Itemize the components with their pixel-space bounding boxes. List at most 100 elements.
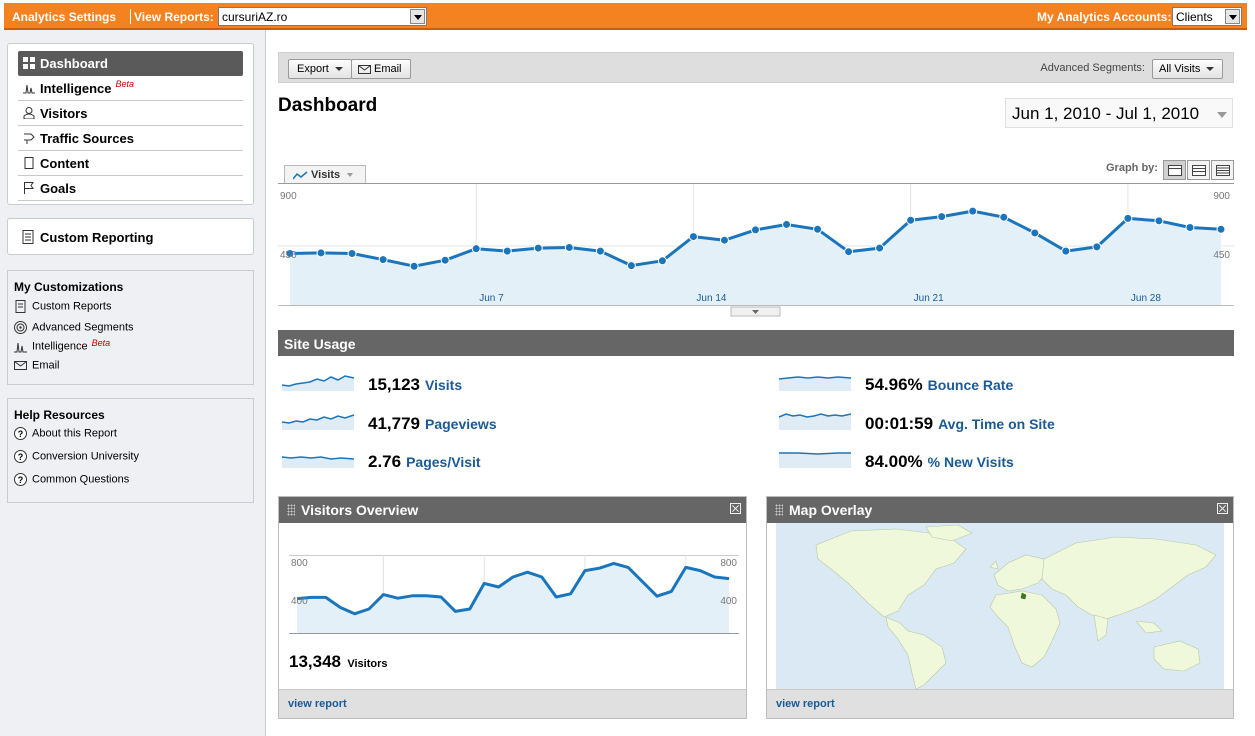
y-tick-label: 450 — [280, 250, 297, 261]
svg-text:?: ? — [18, 475, 24, 485]
visits-link[interactable]: Visits — [425, 377, 463, 393]
data-point[interactable] — [533, 243, 543, 253]
data-point[interactable] — [1061, 246, 1071, 256]
traffic-sources-icon — [24, 133, 35, 144]
data-point[interactable] — [844, 247, 854, 257]
pages-visit-link[interactable]: Pages/Visit — [406, 454, 481, 470]
custom-reporting-label: Custom Reporting — [40, 230, 154, 245]
intelligence-link[interactable]: Intelligence Beta — [14, 338, 110, 353]
week-view-icon — [1192, 165, 1206, 176]
date-range-picker[interactable]: Jun 1, 2010 - Jul 1, 2010 — [1005, 98, 1233, 128]
map-overlay-header[interactable]: Map Overlay — [767, 497, 1233, 523]
chevron-down-icon — [1206, 67, 1215, 72]
data-point[interactable] — [1123, 213, 1133, 223]
data-point[interactable] — [937, 212, 947, 222]
data-point[interactable] — [719, 235, 729, 245]
data-point[interactable] — [347, 249, 357, 259]
nav-item-label: Content — [40, 156, 90, 171]
map-overlay-footer: view report — [767, 689, 1233, 718]
pageviews-link[interactable]: Pageviews — [425, 416, 497, 432]
avg-time-link[interactable]: Avg. Time on Site — [938, 416, 1055, 432]
advanced-segments-link[interactable]: Advanced Segments — [14, 321, 134, 334]
site-select[interactable]: cursuriAZ.ro — [218, 7, 427, 26]
highlighted-country[interactable] — [1020, 592, 1027, 600]
data-point[interactable] — [316, 248, 326, 258]
analytics-settings-link[interactable]: Analytics Settings — [12, 10, 117, 24]
metric-pages-per-visit: 2.76 Pages/Visit — [368, 452, 481, 472]
data-point[interactable] — [440, 255, 450, 265]
close-icon[interactable] — [730, 503, 741, 514]
graph-by-month-button[interactable] — [1211, 160, 1234, 180]
top-bar-strip: Analytics Settings View Reports: cursuri… — [4, 3, 1247, 30]
metric-tab-visits[interactable]: Visits — [284, 165, 366, 184]
new-visits-link[interactable]: % New Visits — [927, 454, 1014, 470]
data-point[interactable] — [968, 206, 978, 216]
world-map[interactable] — [776, 523, 1224, 690]
metric-value: 84.00% — [865, 452, 923, 471]
metric-value: 00:01:59 — [865, 414, 934, 433]
data-point[interactable] — [1216, 224, 1226, 234]
top-bar-divider — [130, 9, 131, 24]
data-point[interactable] — [782, 219, 792, 229]
drag-handle-icon[interactable] — [775, 504, 783, 516]
nav-item-label: Traffic Sources — [40, 131, 134, 146]
data-point[interactable] — [999, 212, 1009, 222]
y-tick-label: 800 — [720, 558, 737, 569]
segments-select[interactable]: All Visits — [1152, 59, 1224, 79]
map-overlay-widget: Map Overlay view report — [766, 496, 1234, 719]
data-point[interactable] — [1092, 242, 1102, 252]
data-point[interactable] — [688, 232, 698, 242]
email-button[interactable]: Email — [351, 59, 411, 79]
report-toolbar: Export Email Advanced Segments: All Visi… — [278, 52, 1234, 83]
about-report-link[interactable]: ? About this Report — [14, 427, 117, 440]
nav-item-dashboard[interactable]: Dashboard — [18, 51, 243, 76]
conversion-university-link[interactable]: ? Conversion University — [14, 450, 139, 463]
data-point[interactable] — [657, 256, 667, 266]
top-bar: Analytics Settings View Reports: cursuri… — [0, 0, 1255, 30]
x-tick-label: Jun 28 — [1131, 293, 1161, 304]
chart-collapse-handle[interactable] — [730, 306, 781, 317]
view-report-link[interactable]: view report — [776, 698, 835, 710]
data-point[interactable] — [502, 246, 512, 256]
data-point[interactable] — [409, 261, 419, 271]
data-point[interactable] — [471, 244, 481, 254]
common-questions-link[interactable]: ? Common Questions — [14, 473, 129, 486]
close-icon[interactable] — [1217, 503, 1228, 514]
accounts-label: My Analytics Accounts: — [1037, 10, 1172, 24]
y-tick-label: 900 — [1213, 191, 1230, 202]
data-point[interactable] — [595, 246, 605, 256]
nav-item-content[interactable]: Content — [18, 151, 243, 176]
data-point[interactable] — [751, 225, 760, 235]
data-point[interactable] — [285, 249, 295, 259]
data-point[interactable] — [626, 261, 636, 271]
nav-item-intelligence[interactable]: Intelligence Beta — [18, 76, 243, 101]
custom-reports-link[interactable]: Custom Reports — [14, 300, 111, 313]
intelligence-icon — [23, 84, 35, 94]
nav-item-visitors[interactable]: Visitors — [18, 101, 243, 126]
graph-by-week-button[interactable] — [1187, 160, 1210, 180]
view-report-link[interactable]: view report — [288, 698, 347, 710]
data-point[interactable] — [1185, 222, 1195, 232]
data-point[interactable] — [906, 215, 916, 225]
account-select[interactable]: Clients — [1172, 7, 1242, 26]
visitors-overview-header[interactable]: Visitors Overview — [279, 497, 746, 523]
export-button[interactable]: Export — [288, 59, 352, 79]
bounce-rate-link[interactable]: Bounce Rate — [927, 377, 1014, 393]
data-point[interactable] — [875, 243, 885, 253]
data-point[interactable] — [1030, 228, 1040, 238]
data-point[interactable] — [378, 255, 388, 265]
visitors-overview-widget: Visitors Overview 800 400 800 400 13,348… — [278, 496, 747, 719]
data-point[interactable] — [564, 242, 574, 252]
graph-by-day-button[interactable] — [1163, 160, 1186, 180]
drag-handle-icon[interactable] — [287, 504, 295, 516]
custom-reporting-link[interactable]: Custom Reporting — [7, 218, 254, 255]
help-icon: ? — [14, 427, 27, 440]
visits-chart: Jun 7 Jun 14 Jun 21 Jun 28 900 450 900 450 — [278, 183, 1234, 317]
nav-item-traffic-sources[interactable]: Traffic Sources — [18, 126, 243, 151]
data-point[interactable] — [1154, 216, 1164, 226]
email-link[interactable]: Email — [14, 359, 60, 372]
data-point[interactable] — [813, 224, 823, 234]
beta-badge: Beta — [115, 79, 135, 89]
nav-item-goals[interactable]: Goals — [18, 176, 243, 201]
chevron-down-icon — [347, 173, 354, 178]
